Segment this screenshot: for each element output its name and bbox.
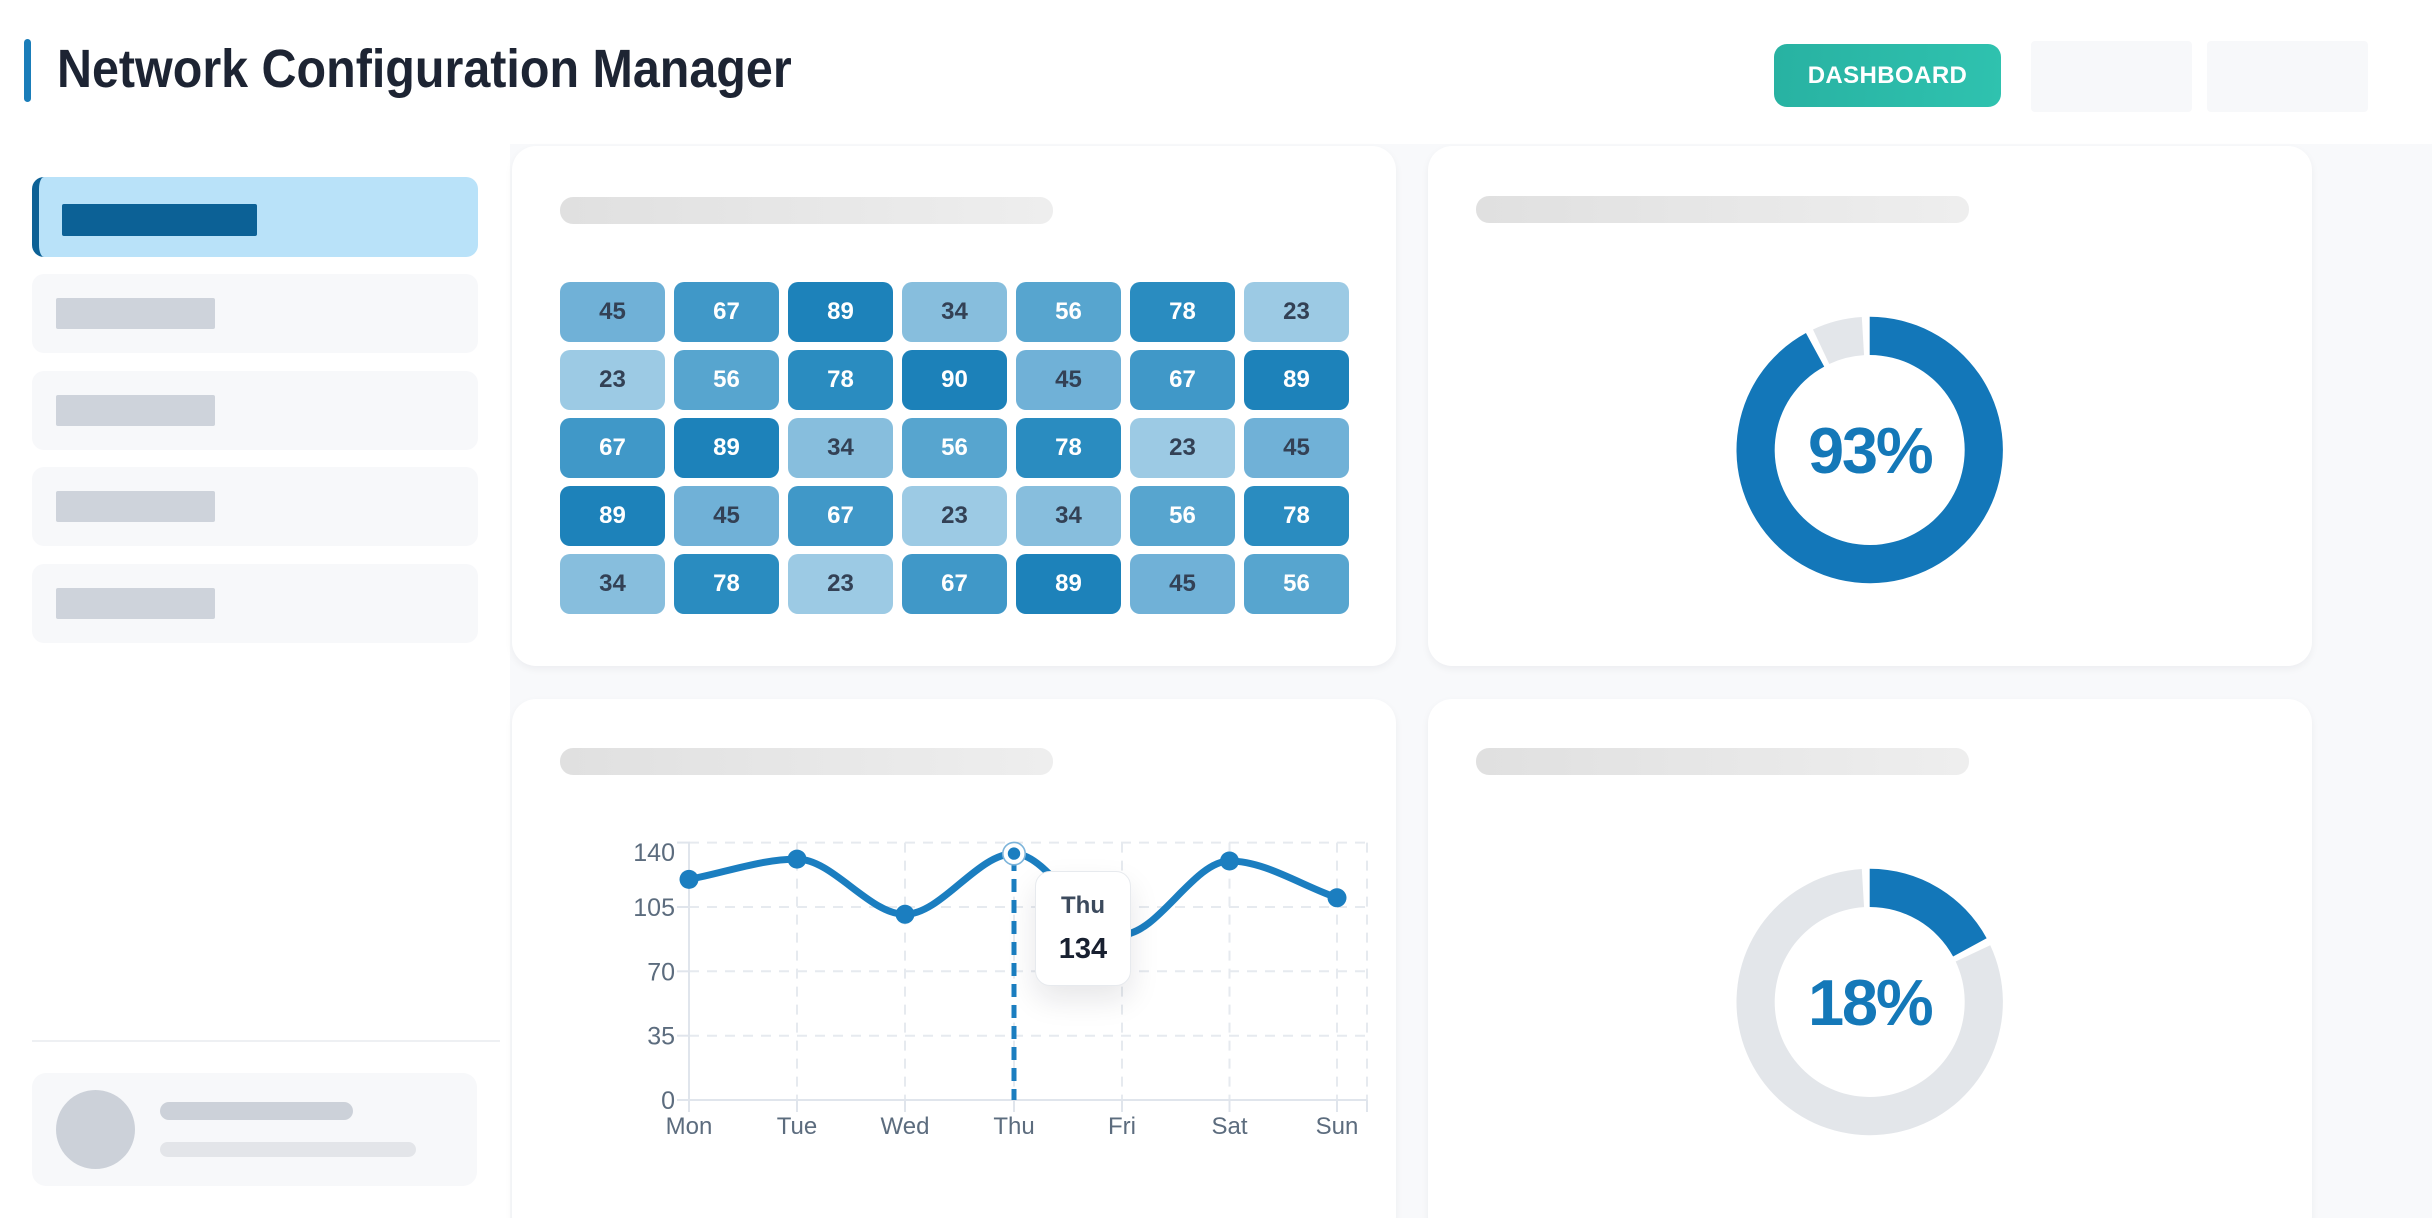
svg-text:140: 140	[633, 839, 675, 867]
svg-text:0: 0	[661, 1087, 675, 1115]
svg-text:Wed: Wed	[881, 1113, 930, 1140]
svg-text:70: 70	[647, 958, 675, 986]
svg-text:Sat: Sat	[1211, 1113, 1247, 1140]
svg-text:Tue: Tue	[777, 1113, 817, 1140]
svg-text:Mon: Mon	[666, 1113, 713, 1140]
svg-text:105: 105	[633, 894, 675, 922]
svg-text:35: 35	[647, 1023, 675, 1051]
svg-text:Sun: Sun	[1316, 1113, 1359, 1140]
svg-text:Thu: Thu	[993, 1113, 1034, 1140]
svg-text:Fri: Fri	[1108, 1113, 1136, 1140]
